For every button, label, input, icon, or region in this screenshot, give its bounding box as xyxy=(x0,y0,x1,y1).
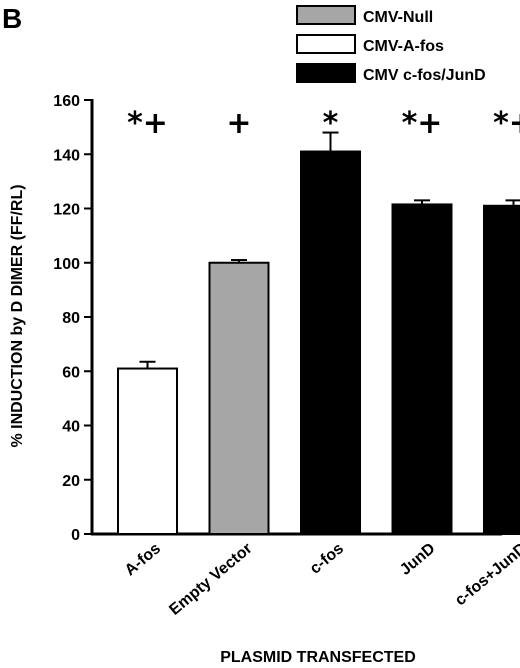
significance-markers: *+ + * *+ *+ xyxy=(127,106,520,141)
bar-c-fos xyxy=(300,150,361,535)
significance-marker: + xyxy=(226,106,251,141)
y-tick-label: 20 xyxy=(62,473,80,490)
legend-swatch xyxy=(296,5,356,25)
legend: CMV-Null CMV-A-fos CMV c-fos/JunD xyxy=(296,5,486,84)
y-tick-label: 100 xyxy=(53,256,80,273)
x-category-label: JunD xyxy=(397,540,439,579)
bar-c-fos-jund xyxy=(483,204,520,535)
y-axis-title: % INDUCTION by D DIMER (FF/RL) xyxy=(9,184,26,447)
x-axis-category-labels: A-fos Empty Vector c-fos JunD c-fos+JunD xyxy=(122,540,520,619)
y-tick-label: 120 xyxy=(53,202,80,219)
y-axis-ticks: 0 20 40 60 80 100 120 140 160 xyxy=(53,93,92,544)
bar-empty-vector xyxy=(208,261,270,535)
legend-entry-label: CMV-A-fos xyxy=(363,38,444,55)
x-axis-title: PLASMID TRANSFECTED xyxy=(220,649,416,666)
significance-marker: *+ xyxy=(493,106,520,141)
y-tick-label: 160 xyxy=(53,93,80,110)
legend-swatch xyxy=(296,34,356,54)
legend-entry-label: CMV c-fos/JunD xyxy=(363,67,486,84)
x-category-label: c-fos xyxy=(307,540,347,578)
significance-marker: *+ xyxy=(402,106,443,141)
x-category-label: c-fos+JunD xyxy=(452,540,520,609)
legend-swatch xyxy=(296,63,356,83)
legend-entry-label: CMV-Null xyxy=(363,9,433,26)
bar-a-fos xyxy=(117,367,178,535)
significance-marker: *+ xyxy=(127,106,168,141)
bars xyxy=(117,150,520,535)
error-bars xyxy=(139,131,520,369)
y-tick-label: 0 xyxy=(71,527,80,544)
y-tick-label: 40 xyxy=(62,419,80,436)
y-tick-label: 140 xyxy=(53,147,80,164)
x-category-label: A-fos xyxy=(122,540,164,579)
significance-marker: * xyxy=(323,106,339,141)
y-tick-label: 80 xyxy=(62,310,80,327)
y-tick-label: 60 xyxy=(62,364,80,381)
bar-jund xyxy=(391,203,453,535)
panel-label: B xyxy=(2,3,22,34)
x-category-label: Empty Vector xyxy=(166,540,255,619)
